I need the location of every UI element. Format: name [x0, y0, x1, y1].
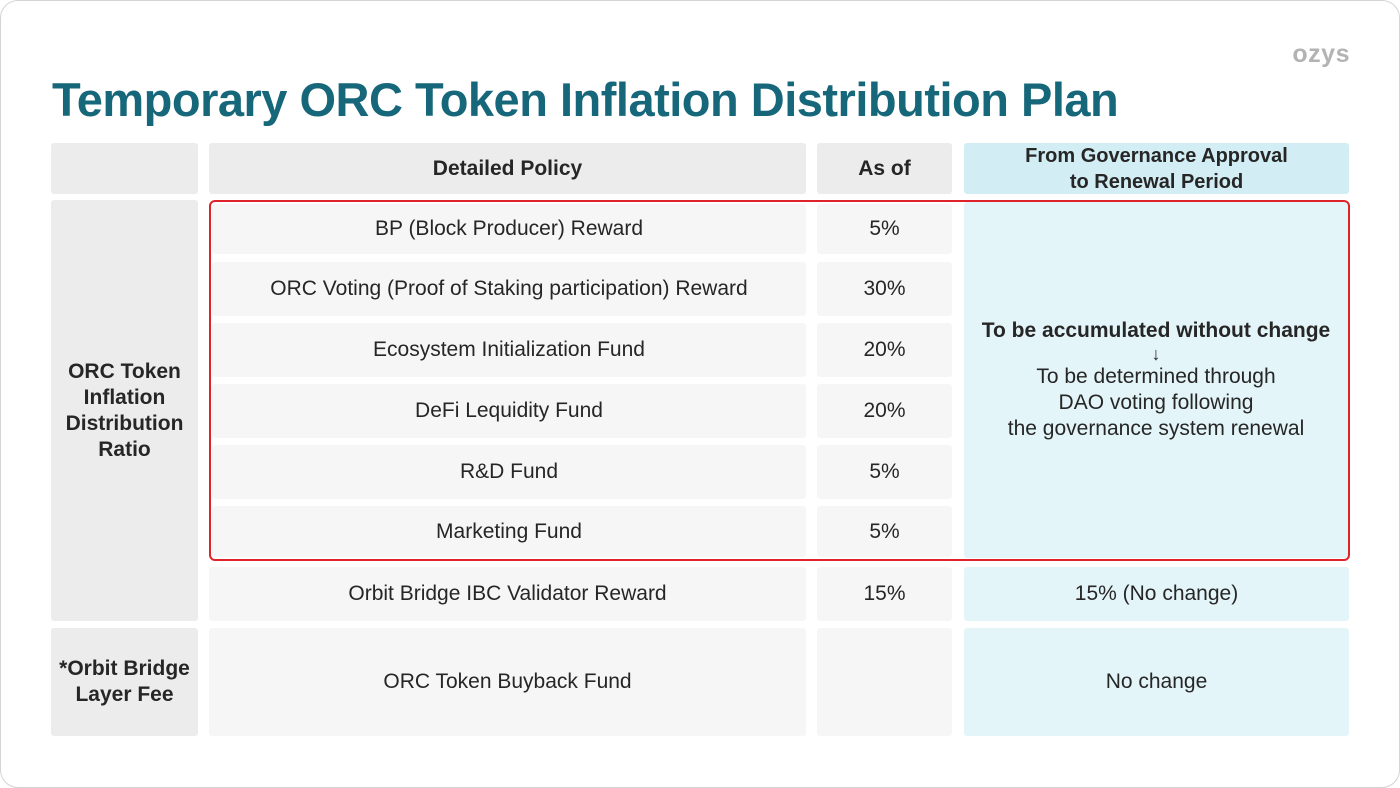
- group-label-line: Distribution: [65, 411, 184, 435]
- arrow-down-icon: ↓: [1151, 344, 1161, 364]
- header-empty-cell: [51, 143, 198, 194]
- merged-renewal-note: To be accumulated without change ↓ To be…: [964, 202, 1348, 558]
- as-of-cell: 5%: [817, 204, 952, 254]
- header-detailed-policy: Detailed Policy: [209, 143, 806, 194]
- note-strong-text: To be accumulated without change: [981, 319, 1331, 342]
- group-label-line: Layer Fee: [75, 683, 174, 706]
- policy-cell: Marketing Fund: [212, 506, 806, 557]
- note-line: the governance system renewal: [1007, 417, 1305, 440]
- page-title: Temporary ORC Token Inflation Distributi…: [52, 73, 1119, 126]
- as-of-cell: 20%: [817, 384, 952, 438]
- policy-cell: Ecosystem Initialization Fund: [212, 323, 806, 377]
- note-line: DAO voting following: [1058, 391, 1254, 414]
- header-as-of: As of: [817, 143, 952, 194]
- as-of-cell: 5%: [817, 506, 952, 557]
- policy-cell: Orbit Bridge IBC Validator Reward: [209, 567, 806, 621]
- as-of-cell: 20%: [817, 323, 952, 377]
- group-label-line: *Orbit Bridge: [59, 657, 190, 680]
- group-label-line: Inflation: [83, 385, 166, 409]
- group-label-line: Ratio: [98, 437, 151, 461]
- policy-cell: R&D Fund: [212, 445, 806, 499]
- policy-cell: BP (Block Producer) Reward: [212, 204, 806, 254]
- renewal-cell: No change: [964, 628, 1349, 736]
- policy-cell: DeFi Lequidity Fund: [212, 384, 806, 438]
- header-renewal-line-2: to Renewal Period: [1069, 170, 1244, 193]
- as-of-cell: 5%: [817, 445, 952, 499]
- renewal-cell: 15% (No change): [964, 567, 1349, 621]
- as-of-cell: 30%: [817, 262, 952, 316]
- header-renewal-period: From Governance Approval to Renewal Peri…: [964, 143, 1349, 194]
- policy-cell: ORC Voting (Proof of Staking participati…: [212, 262, 806, 316]
- policy-cell: ORC Token Buyback Fund: [209, 628, 806, 736]
- note-line: To be determined through: [1036, 365, 1276, 388]
- header-renewal-line-1: From Governance Approval: [1025, 144, 1288, 167]
- group-inflation-distribution-ratio: ORC Token Inflation Distribution Ratio: [51, 200, 198, 621]
- group-orbit-bridge-layer-fee: *Orbit Bridge Layer Fee: [51, 628, 198, 736]
- ozys-logo: ozys: [1292, 40, 1350, 68]
- as-of-cell: 15%: [817, 567, 952, 621]
- group-label-line: ORC Token: [68, 359, 181, 383]
- as-of-cell: [817, 628, 952, 736]
